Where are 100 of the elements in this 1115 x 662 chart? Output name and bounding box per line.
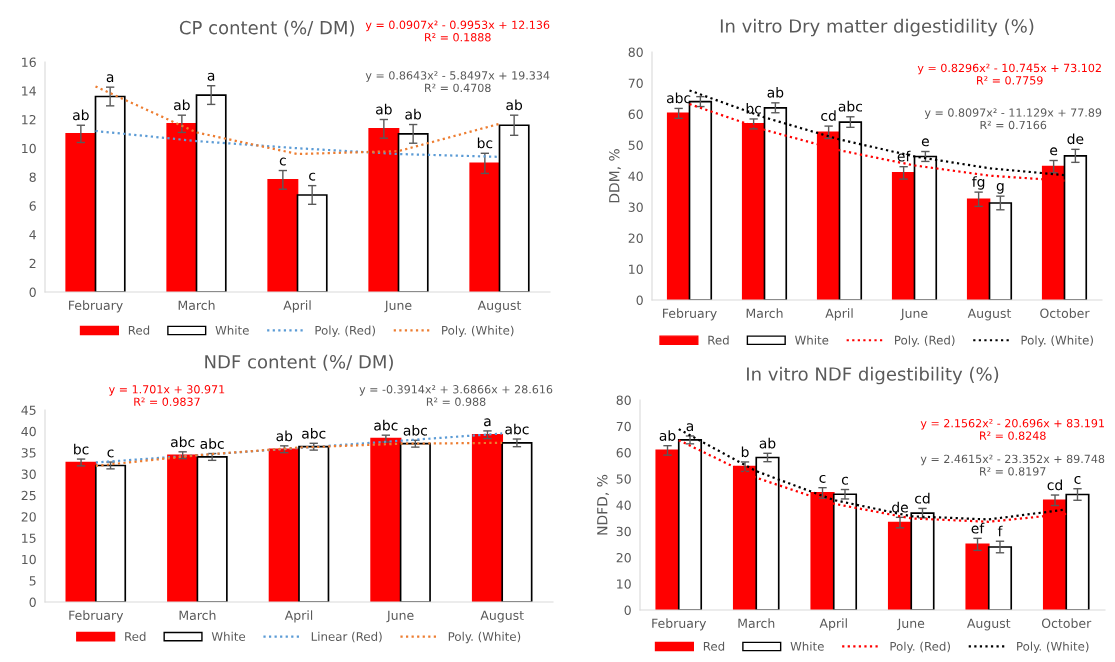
y-tick-label: 80 xyxy=(616,395,631,405)
bar xyxy=(966,198,991,300)
bar xyxy=(498,124,530,292)
bar xyxy=(887,521,913,610)
y-tick-label: 5 xyxy=(29,576,36,586)
y-tick-label: 16 xyxy=(22,57,36,67)
y-tick-label: 8 xyxy=(29,172,36,182)
bar xyxy=(267,179,299,292)
bar xyxy=(471,433,504,602)
bar xyxy=(891,172,916,300)
x-tick-label: June xyxy=(900,308,928,321)
bar xyxy=(397,133,429,292)
y-tick-label: 70 xyxy=(628,78,643,88)
bar xyxy=(666,112,691,300)
bar xyxy=(167,454,199,602)
chart-title: In vitro NDF digestibility (%) xyxy=(747,366,999,385)
annotation: y = 0.8296x² - 10.745x + 73.102 R² = 0.7759 xyxy=(917,63,1101,85)
x-tick-label: April xyxy=(284,610,313,623)
y-tick-label: 30 xyxy=(628,202,643,212)
y-axis-title: DDM, % xyxy=(609,149,621,203)
legend-label: Red xyxy=(128,325,150,335)
x-tick-label: April xyxy=(819,618,847,631)
y-tick-label: 6 xyxy=(29,201,36,211)
data-label: abc xyxy=(403,424,427,436)
annotation: y = 2.4615x² - 23.352x + 89.748 R² = 0.8197 xyxy=(920,454,1105,476)
bar xyxy=(298,445,330,602)
y-tick-label: 20 xyxy=(628,233,643,243)
bar xyxy=(195,94,227,292)
bar xyxy=(368,128,400,292)
chart-title: CP content (%/ DM) xyxy=(179,20,354,37)
line-series xyxy=(94,85,501,156)
data-label: abc xyxy=(838,100,862,112)
bar xyxy=(65,133,97,292)
legend-label: White xyxy=(211,631,246,641)
data-label: ab xyxy=(506,99,523,111)
data-label: a xyxy=(484,418,491,427)
legend-label: Poly. (Red) xyxy=(895,335,955,347)
y-tick-label: 40 xyxy=(21,426,36,437)
data-label: ab xyxy=(767,86,784,98)
legend-label: White xyxy=(795,335,829,345)
data-label: a xyxy=(207,72,215,81)
x-tick-label: August xyxy=(480,610,524,623)
data-label: ab xyxy=(659,430,676,441)
y-tick-label: 40 xyxy=(628,171,643,181)
legend-label: Poly. (White) xyxy=(448,631,521,644)
y-tick-label: 50 xyxy=(628,140,643,150)
x-tick-label: February xyxy=(69,300,123,313)
data-label: abc xyxy=(374,419,398,431)
data-label: cd xyxy=(821,110,836,121)
data-label: c xyxy=(279,157,286,166)
data-label: g xyxy=(996,183,1004,194)
data-label: ab xyxy=(405,108,422,120)
x-tick-label: February xyxy=(69,610,124,623)
legend-label: Red xyxy=(125,631,146,641)
data-label: bc xyxy=(74,443,89,455)
data-label: de xyxy=(1067,133,1084,145)
x-tick-label: June xyxy=(386,610,414,623)
data-label: abc xyxy=(505,423,529,435)
data-label: ab xyxy=(174,99,190,111)
data-label: a xyxy=(106,74,114,83)
legend-label: White xyxy=(790,641,824,651)
legend-label: Poly. (Red) xyxy=(890,641,950,654)
bar xyxy=(988,202,1013,300)
data-label: a xyxy=(686,423,693,432)
data-label: abc xyxy=(171,436,195,448)
data-label: c xyxy=(309,172,316,181)
y-tick-label: 60 xyxy=(616,447,631,458)
data-label: cd xyxy=(915,492,930,504)
data-label: abc xyxy=(666,92,691,104)
legend-label: Poly. (White) xyxy=(442,325,514,338)
x-tick-label: March xyxy=(746,308,783,319)
x-tick-label: March xyxy=(738,618,775,629)
y-axis-title: NDFD, % xyxy=(597,474,609,535)
x-tick-label: June xyxy=(896,618,925,631)
chart-title: NDF content (%/ DM) xyxy=(205,354,393,371)
data-label: ab xyxy=(759,437,776,449)
annotation: y = 2.1562x² - 20.696x + 83.191 R² = 0.8248 xyxy=(920,419,1104,440)
legend-label: Linear (Red) xyxy=(311,631,382,643)
annotation: y = 0.8097x² - 11.129x + 77.89 R² = 0.7166 xyxy=(924,108,1102,130)
y-tick-label: 0 xyxy=(29,287,36,297)
bar xyxy=(65,461,97,602)
data-label: bc xyxy=(477,137,493,149)
x-tick-label: August xyxy=(477,300,522,313)
data-label: ab xyxy=(376,103,392,115)
x-tick-label: June xyxy=(384,300,412,313)
text: y = 0.0907x² - 0.9953x + 12.136 R² = 0.1888 xyxy=(365,20,550,42)
y-tick-label: 30 xyxy=(21,469,36,479)
y-tick-label: 15 xyxy=(22,533,36,543)
legend-label: Poly. (White) xyxy=(1017,641,1089,654)
data-label: ab xyxy=(73,109,89,121)
y-tick-label: 10 xyxy=(22,143,36,154)
y-tick-label: 50 xyxy=(616,474,631,484)
annotation: y = 0.8643x² - 5.8497x + 19.334 R² = 0.4708 xyxy=(365,71,550,93)
y-tick-label: 20 xyxy=(616,552,631,563)
data-label: c xyxy=(107,449,114,458)
bar xyxy=(469,162,501,292)
y-tick-label: 20 xyxy=(21,512,36,522)
y-tick-label: 70 xyxy=(616,421,631,432)
x-tick-label: April xyxy=(825,308,853,321)
bar xyxy=(987,546,1013,610)
